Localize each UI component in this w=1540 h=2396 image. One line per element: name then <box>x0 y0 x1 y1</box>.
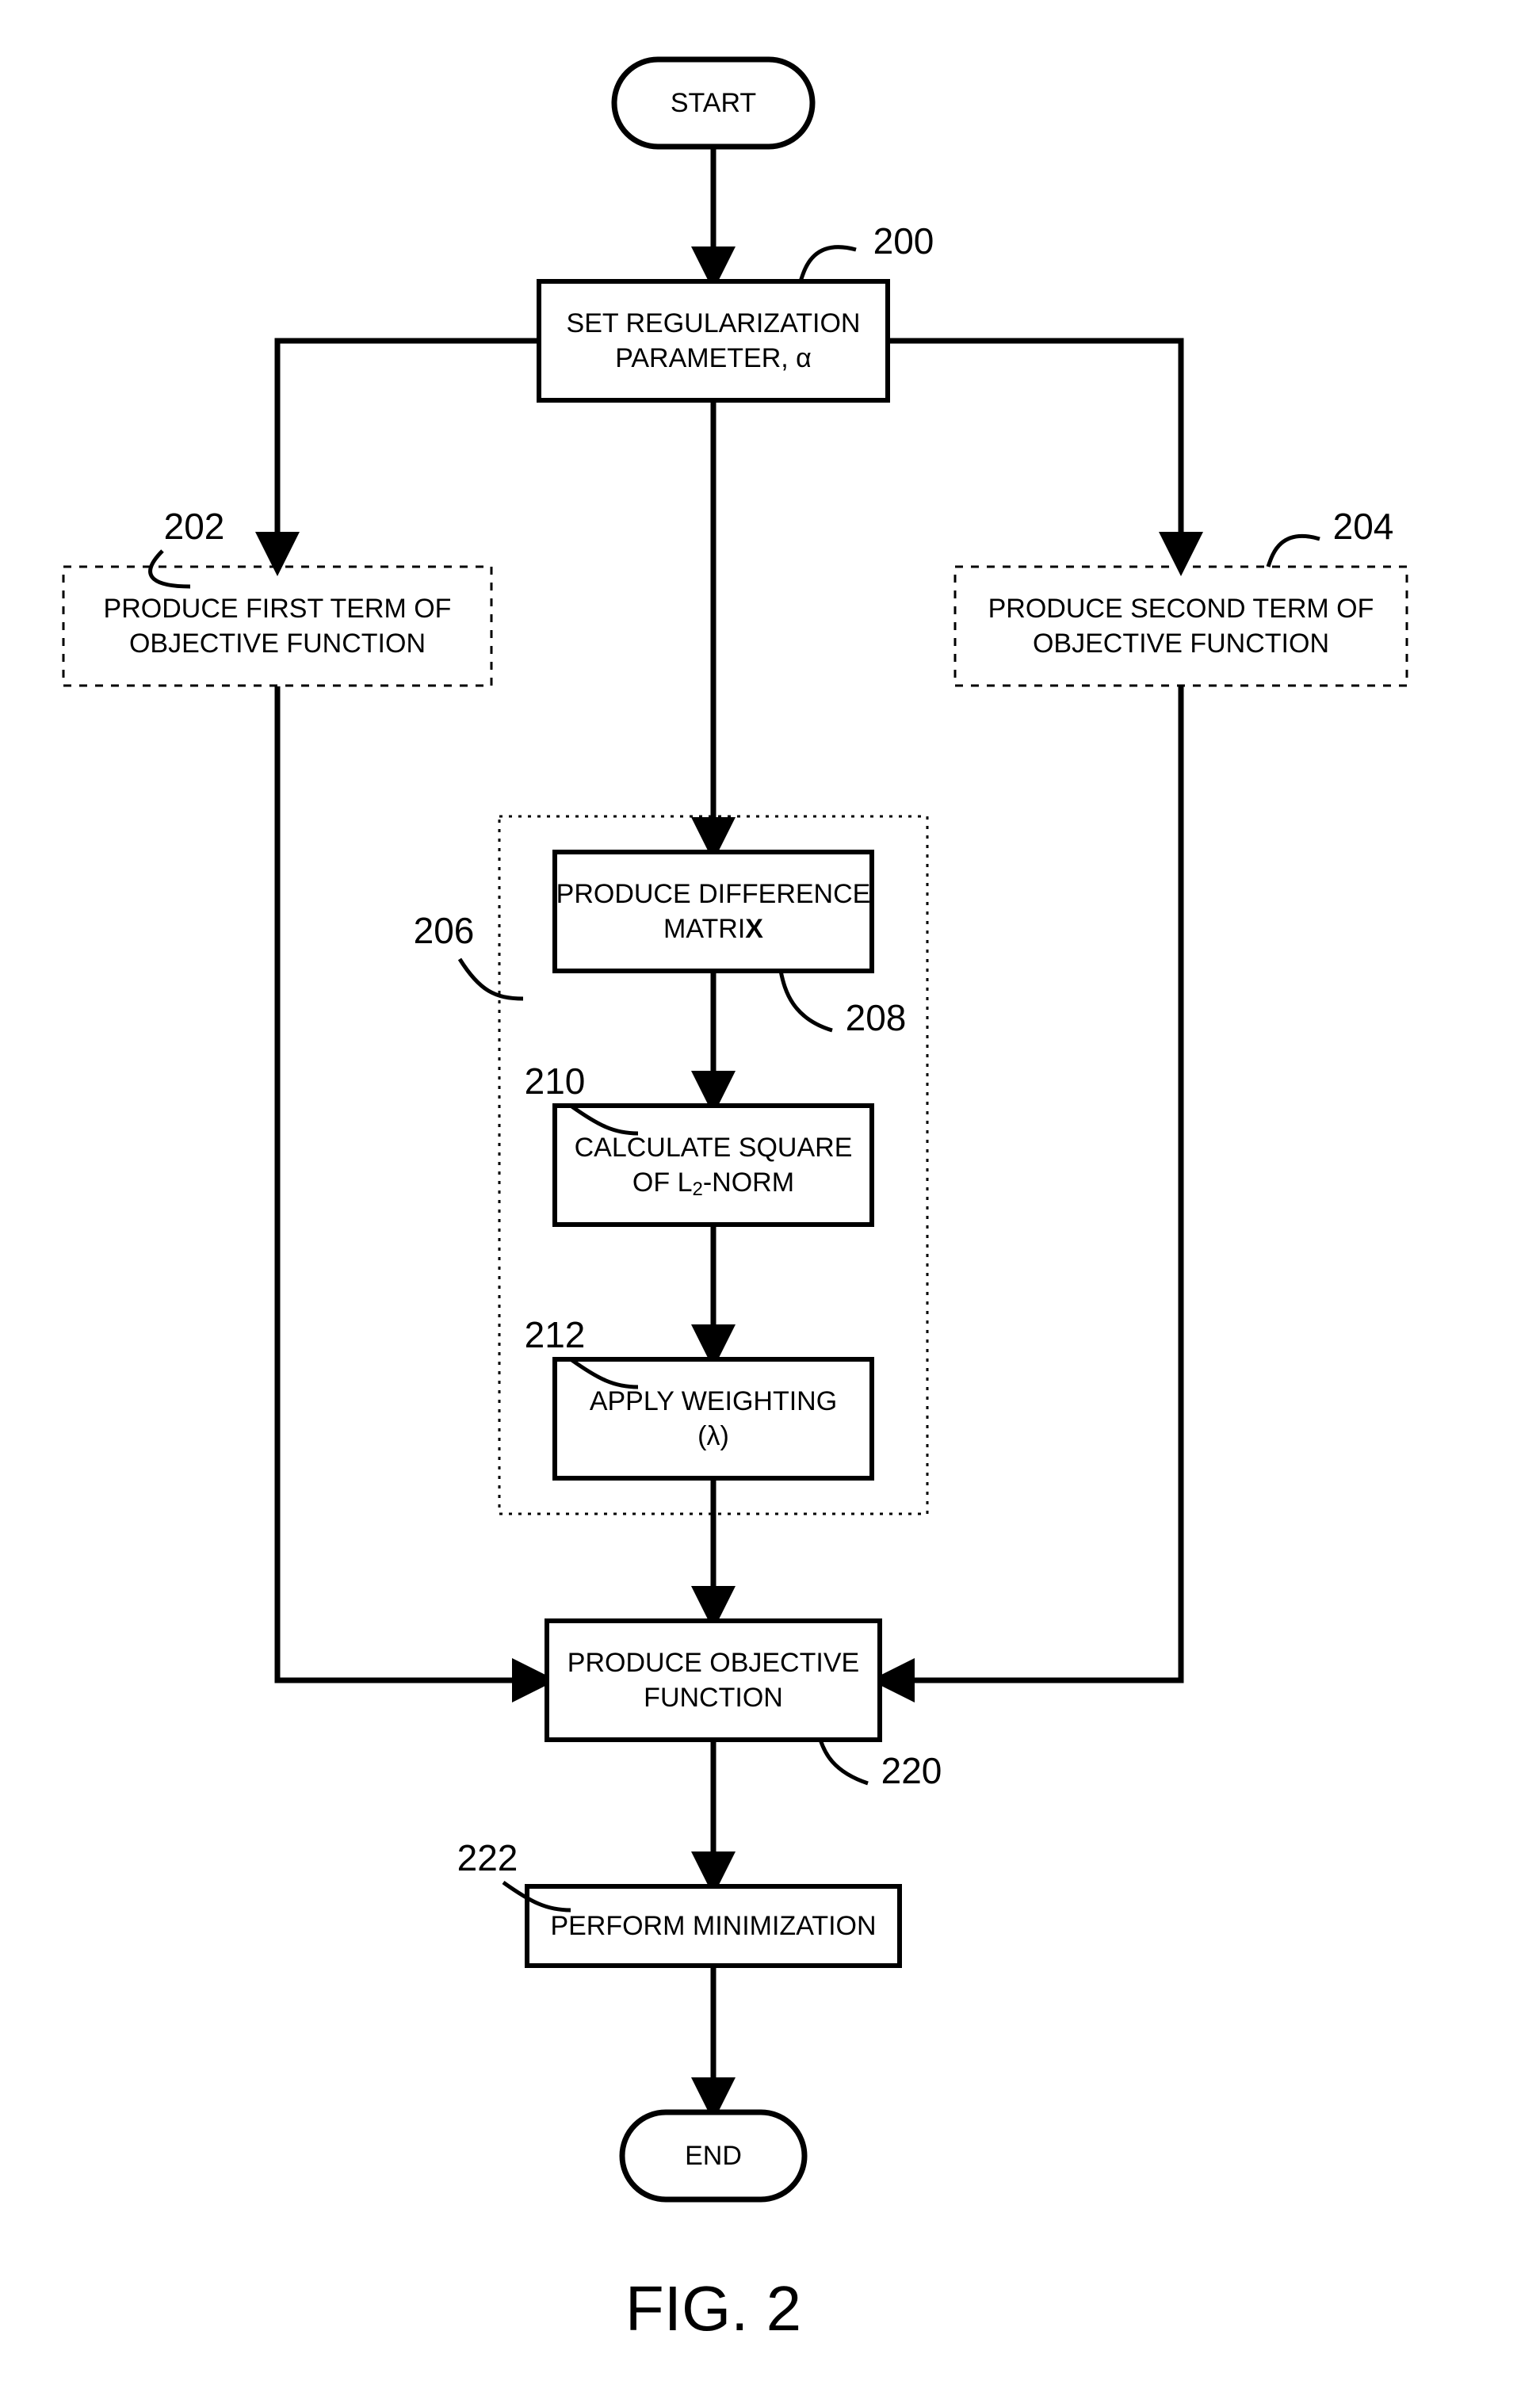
svg-text:APPLY WEIGHTING: APPLY WEIGHTING <box>590 1386 837 1416</box>
edge-n202-n220 <box>277 686 545 1680</box>
ref-label-l222: 222 <box>457 1837 518 1878</box>
node-n208: PRODUCE DIFFERENCE MATRIX <box>555 852 872 971</box>
node-n200: SET REGULARIZATION PARAMETER, α <box>539 281 888 400</box>
leader-l204 <box>1268 536 1320 567</box>
leader-l220 <box>820 1740 868 1783</box>
node-start: START <box>614 59 812 147</box>
ref-label-l202: 202 <box>164 506 225 547</box>
svg-text:PRODUCE DIFFERENCE: PRODUCE DIFFERENCE <box>556 879 871 909</box>
svg-text:PRODUCE FIRST TERM OF: PRODUCE FIRST TERM OF <box>104 594 452 624</box>
edge-n200-n202 <box>277 341 539 565</box>
ref-label-l200: 200 <box>873 220 934 262</box>
svg-text:SET REGULARIZATION: SET REGULARIZATION <box>567 308 861 338</box>
svg-text:PARAMETER, α: PARAMETER, α <box>615 343 812 373</box>
svg-text:FUNCTION: FUNCTION <box>644 1683 783 1713</box>
svg-text:PERFORM MINIMIZATION: PERFORM MINIMIZATION <box>550 1911 876 1941</box>
leader-l206 <box>460 959 523 999</box>
node-n222: PERFORM MINIMIZATION <box>527 1886 900 1966</box>
edge-n200-n204 <box>888 341 1181 565</box>
svg-text:START: START <box>671 88 756 118</box>
node-n220: PRODUCE OBJECTIVE FUNCTION <box>547 1621 880 1740</box>
node-n202: PRODUCE FIRST TERM OF OBJECTIVE FUNCTION <box>63 567 491 686</box>
ref-label-l204: 204 <box>1333 506 1394 547</box>
svg-text:OBJECTIVE FUNCTION: OBJECTIVE FUNCTION <box>1033 629 1329 659</box>
ref-label-l206: 206 <box>414 910 475 951</box>
node-end: END <box>622 2112 804 2199</box>
ref-label-l220: 220 <box>881 1750 942 1791</box>
svg-text:PRODUCE OBJECTIVE: PRODUCE OBJECTIVE <box>567 1648 859 1678</box>
ref-label-l212: 212 <box>525 1314 586 1355</box>
svg-text:CALCULATE SQUARE: CALCULATE SQUARE <box>575 1133 853 1163</box>
leader-l202 <box>151 551 190 587</box>
leader-l208 <box>781 971 832 1030</box>
ref-label-l208: 208 <box>846 997 907 1038</box>
svg-text:END: END <box>685 2141 742 2171</box>
svg-text:PRODUCE SECOND TERM OF: PRODUCE SECOND TERM OF <box>988 594 1374 624</box>
svg-text:OBJECTIVE FUNCTION: OBJECTIVE FUNCTION <box>129 629 426 659</box>
svg-text:MATRIX: MATRIX <box>663 914 763 944</box>
figure-label: FIG. 2 <box>625 2273 801 2344</box>
ref-label-l210: 210 <box>525 1060 586 1102</box>
svg-text:OF L2-NORM: OF L2-NORM <box>632 1167 794 1200</box>
svg-text:(λ): (λ) <box>697 1421 729 1451</box>
node-n204: PRODUCE SECOND TERM OF OBJECTIVE FUNCTION <box>955 567 1407 686</box>
leader-l200 <box>801 247 856 281</box>
flowchart-svg: START SET REGULARIZATION PARAMETER, α PRODU… <box>0 0 1540 2396</box>
